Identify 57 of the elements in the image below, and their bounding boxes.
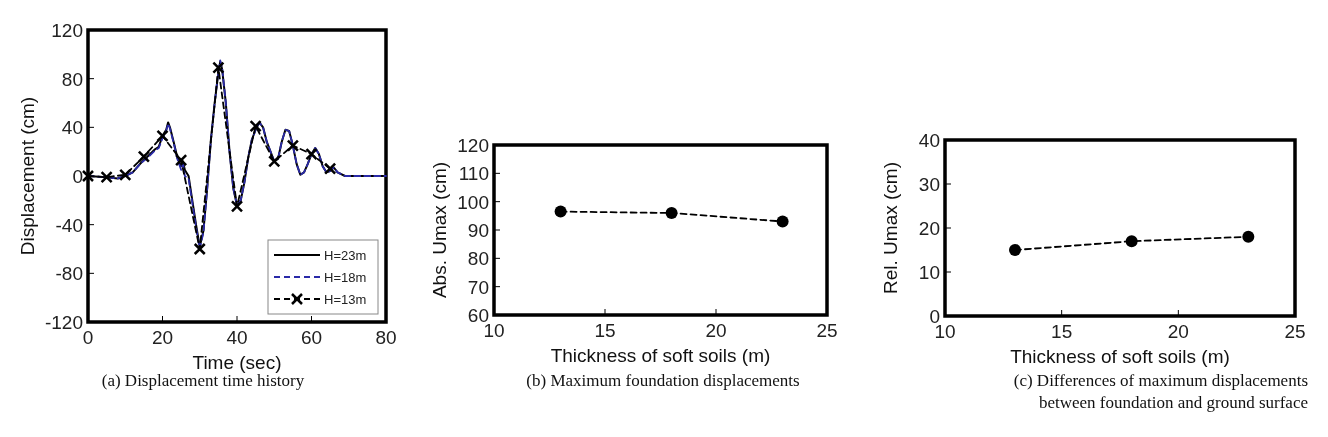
x-axis-title: Thickness of soft soils (m) [550, 345, 771, 366]
point [193, 242, 206, 256]
y-tick-label: 90 [467, 220, 489, 241]
x-axis-title: Thickness of soft soils (m) [1010, 346, 1230, 367]
y-tick-label: 120 [51, 20, 83, 41]
point [174, 153, 188, 167]
y-tick-label: 120 [457, 135, 489, 156]
y-tick-label: 40 [918, 130, 940, 151]
x-tick-label: 20 [705, 320, 727, 341]
point [156, 129, 169, 143]
x-tick-label: 40 [226, 327, 248, 348]
point [119, 168, 132, 182]
x-tick-label: 25 [1284, 321, 1306, 342]
y-tick-label: 80 [467, 248, 489, 270]
point [1009, 244, 1021, 256]
point [137, 150, 151, 163]
y-tick-label: 40 [61, 117, 83, 139]
point [554, 205, 567, 218]
x-tick-label: 15 [1051, 321, 1073, 342]
legend-label: H=23m [324, 248, 367, 263]
y-axis-title: Displacement (cm) [17, 96, 38, 256]
point [212, 61, 225, 74]
text: (c) Differences of maximum displacements between foundation and ground surface [1013, 371, 1308, 412]
point [1125, 235, 1138, 248]
x-axis-title: Time (sec) [192, 352, 282, 373]
point [286, 139, 300, 152]
point [249, 119, 262, 133]
y-tick-label: -40 [55, 214, 83, 236]
y-tick-label: 70 [467, 276, 489, 298]
point [268, 155, 281, 168]
point [100, 170, 113, 184]
point [230, 200, 244, 213]
y-tick-label: 20 [918, 218, 940, 239]
y-axis-title: Rel. Umax (cm) [880, 162, 901, 294]
point [665, 207, 678, 219]
point [1242, 230, 1255, 243]
legend-label: H=18m [324, 270, 367, 285]
x-tick-label: 20 [1167, 321, 1189, 342]
y-tick-label: 100 [457, 191, 489, 213]
x-tick-label: 20 [151, 327, 174, 348]
x-tick-label: 80 [375, 327, 397, 348]
y-tick-label: -80 [55, 263, 83, 285]
y-tick-label: -120 [44, 312, 83, 333]
point [776, 215, 789, 228]
x-tick-label: 60 [300, 327, 323, 348]
y-tick-label: 10 [918, 262, 940, 283]
y-tick-label: 30 [918, 174, 940, 195]
x-tick-label: 25 [816, 320, 838, 341]
legend-label: H=13m [324, 292, 367, 307]
point [323, 162, 337, 175]
y-axis-title: Abs. Umax (cm) [429, 161, 450, 299]
y-tick-label: 0 [72, 166, 83, 187]
x-tick-label: 15 [594, 320, 616, 341]
text: (b) Maximum foundation displacements [526, 371, 800, 390]
y-tick-label: 110 [458, 163, 489, 185]
y-tick-label: 80 [61, 68, 83, 90]
point [305, 147, 318, 161]
